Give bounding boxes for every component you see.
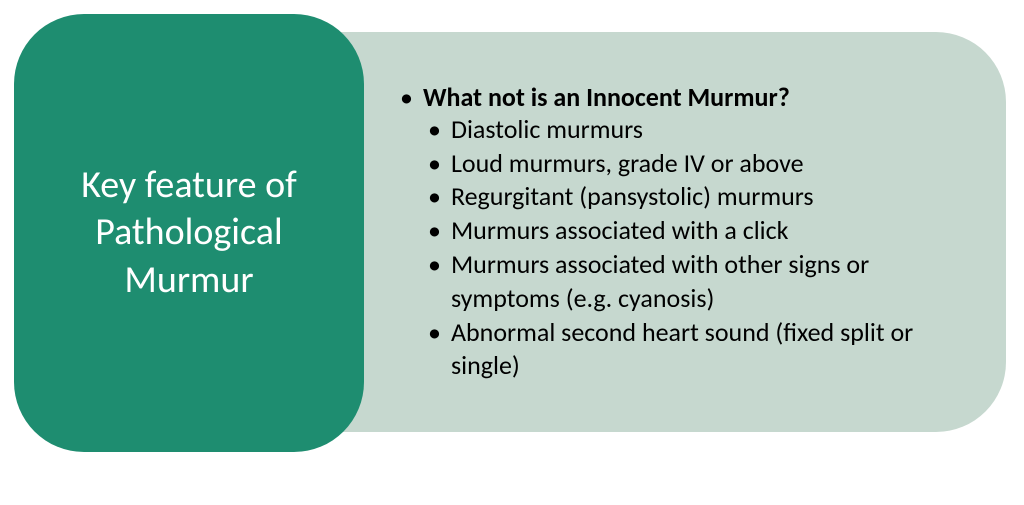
list-item: • Murmurs associated with a click: [428, 214, 966, 248]
list-item: • Loud murmurs, grade IV or above: [428, 147, 966, 181]
infographic-container: • What not is an Innocent Murmur? • Dias…: [0, 0, 1024, 505]
list-item-text: Murmurs associated with a click: [451, 214, 789, 248]
lead-line: • What not is an Innocent Murmur?: [400, 81, 966, 113]
list-item-text: Loud murmurs, grade IV or above: [451, 147, 804, 181]
bullet-icon: •: [428, 214, 441, 248]
title-panel: Key feature of Pathological Murmur: [14, 14, 364, 452]
content-block: • What not is an Innocent Murmur? • Dias…: [400, 81, 966, 383]
bullet-icon: •: [428, 113, 441, 147]
bullet-icon: •: [428, 147, 441, 181]
list-item-text: Diastolic murmurs: [451, 113, 643, 147]
bullet-icon: •: [428, 180, 441, 214]
title-line: Pathological: [95, 209, 282, 255]
bullet-icon: •: [428, 316, 441, 350]
lead-text: What not is an Innocent Murmur?: [423, 81, 790, 113]
title-line: Key feature of: [81, 162, 297, 208]
title-line: Murmur: [124, 257, 253, 303]
list-item-text: Murmurs associated with other signs or s…: [451, 248, 966, 316]
list-item: • Murmurs associated with other signs or…: [428, 248, 966, 316]
title-text: Key feature of Pathological Murmur: [81, 162, 297, 305]
list-item: • Regurgitant (pansystolic) murmurs: [428, 180, 966, 214]
list-item-text: Abnormal second heart sound (fixed split…: [451, 316, 966, 384]
lead-bullet: •: [400, 81, 413, 113]
bullet-icon: •: [428, 248, 441, 282]
list-item: • Diastolic murmurs: [428, 113, 966, 147]
list-item: • Abnormal second heart sound (fixed spl…: [428, 316, 966, 384]
list-item-text: Regurgitant (pansystolic) murmurs: [451, 180, 814, 214]
